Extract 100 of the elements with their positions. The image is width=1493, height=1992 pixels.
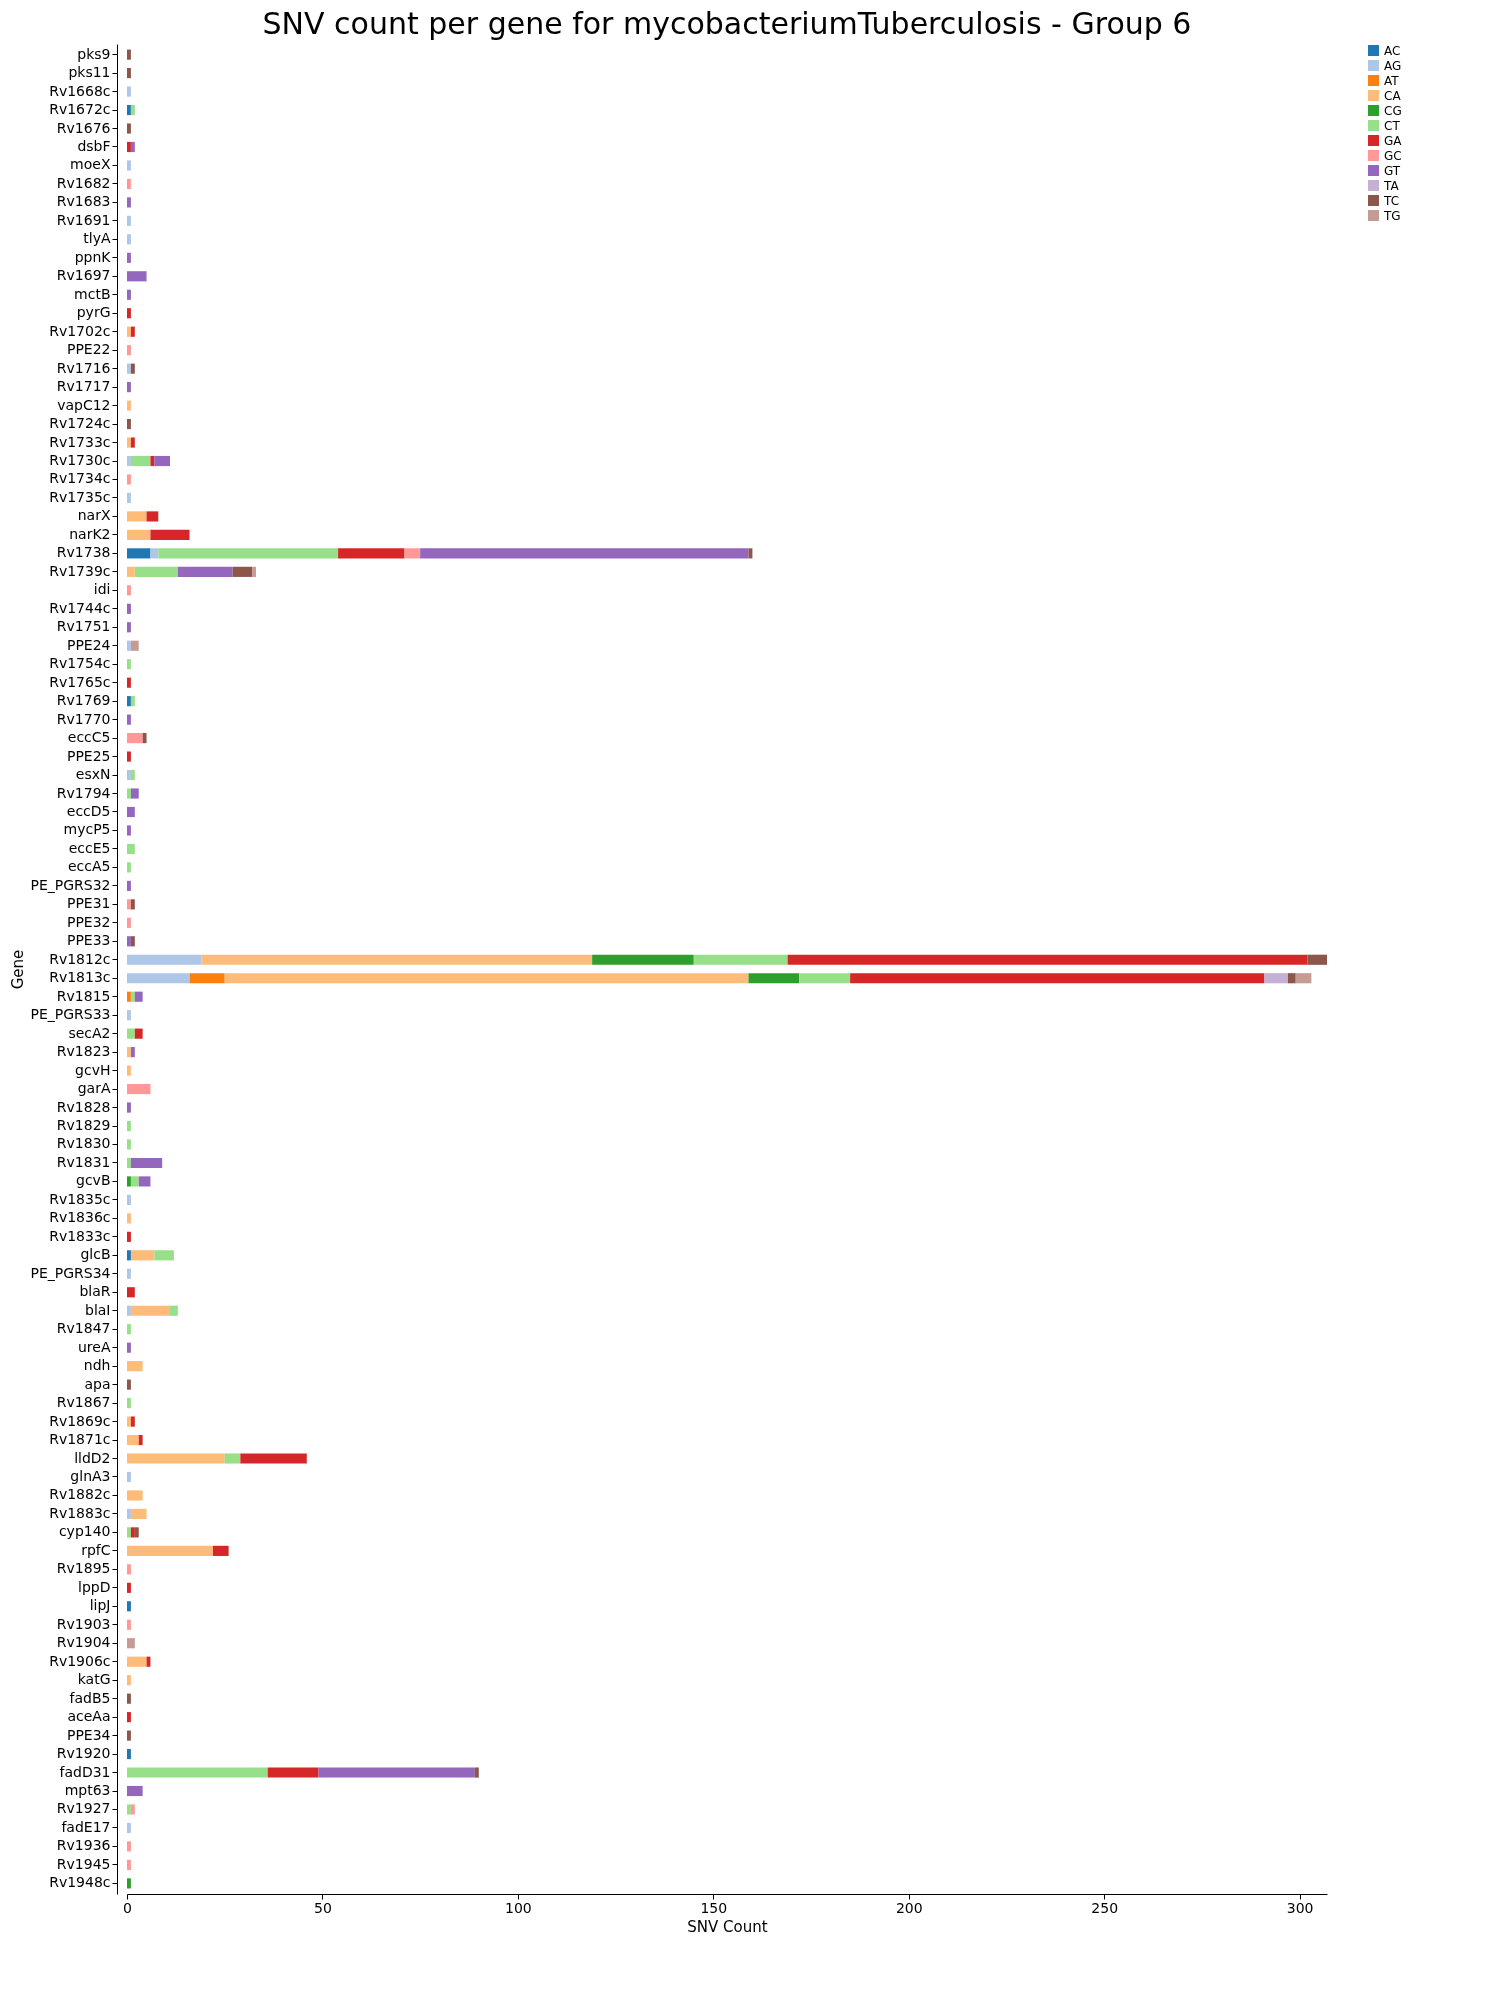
y-tick-label: Rv1815	[56, 987, 111, 1004]
bar	[127, 640, 131, 651]
bar	[127, 1804, 131, 1815]
bar	[130, 899, 135, 910]
bar	[189, 973, 225, 984]
bar	[127, 936, 131, 947]
bar	[224, 1453, 241, 1464]
bar	[127, 400, 131, 411]
y-tick-label: Rv1883c	[49, 1504, 111, 1521]
bar	[130, 1157, 163, 1169]
legend-label: CG	[1384, 103, 1402, 118]
bar	[130, 455, 151, 467]
y-tick-label: Rv1738	[56, 544, 111, 561]
bar	[127, 68, 131, 79]
bar	[127, 677, 131, 688]
bar	[127, 437, 131, 448]
bar	[130, 1047, 135, 1058]
bar	[127, 1693, 131, 1704]
bar	[267, 1767, 319, 1778]
bar	[130, 696, 135, 707]
bar	[127, 104, 131, 116]
bar	[127, 382, 131, 393]
bar	[134, 1527, 139, 1538]
bar	[127, 659, 131, 670]
bar	[127, 1120, 131, 1132]
bar	[134, 991, 143, 1002]
bar	[127, 825, 131, 836]
y-tick-label: lldD2	[74, 1449, 111, 1466]
y-tick-label: blaI	[85, 1301, 111, 1318]
y-tick-label: eccD5	[66, 802, 111, 819]
bar	[748, 973, 800, 984]
y-tick-label: Rv1829	[56, 1117, 111, 1134]
bar	[130, 1250, 155, 1261]
y-tick-label: eccC5	[67, 729, 111, 746]
bar	[127, 548, 151, 559]
bar	[130, 1416, 135, 1427]
y-tick-label: Rv1733c	[49, 433, 111, 450]
bar	[150, 529, 190, 540]
bar	[127, 622, 131, 633]
y-tick-label: Rv1751	[56, 618, 111, 635]
bar	[127, 696, 131, 707]
bar	[127, 1305, 131, 1316]
y-tick-label: cyp140	[58, 1523, 111, 1540]
y-tick-label: Rv1847	[56, 1320, 111, 1337]
bar	[201, 954, 593, 965]
bar	[127, 1490, 143, 1501]
bar	[338, 548, 405, 559]
y-tick-label: Rv1672c	[49, 101, 111, 118]
bar	[130, 1508, 147, 1520]
bar	[127, 1268, 131, 1279]
y-tick-label: garA	[77, 1080, 111, 1097]
bar	[127, 1361, 143, 1372]
x-tick-label: 300	[1286, 1899, 1314, 1916]
x-tick-label: 150	[700, 1899, 728, 1916]
y-tick-label: Rv1691	[56, 211, 111, 228]
y-tick-label: Rv1812c	[49, 950, 111, 967]
bar	[127, 1287, 135, 1298]
y-tick-label: PE_PGRS33	[30, 1006, 111, 1023]
bar	[224, 973, 749, 984]
y-tick-label: fadD31	[59, 1763, 111, 1780]
bar	[127, 418, 131, 430]
bar	[127, 234, 131, 245]
x-axis-title: SNV Count	[687, 1917, 768, 1936]
bar	[127, 714, 131, 725]
y-tick-label: vapC12	[57, 396, 111, 413]
bar	[127, 788, 131, 799]
bar	[127, 271, 147, 282]
legend-label: GA	[1384, 133, 1403, 148]
bar	[127, 308, 131, 319]
y-tick-label: PPE33	[66, 932, 111, 949]
y-tick-label: Rv1734c	[49, 470, 111, 487]
bar	[158, 548, 339, 559]
bar	[592, 954, 694, 965]
y-tick-label: eccE5	[68, 839, 111, 856]
y-tick-label: apa	[84, 1375, 111, 1392]
y-tick-label: lipJ	[89, 1597, 111, 1614]
bar	[1264, 973, 1288, 984]
y-tick-label: Rv1794	[56, 784, 111, 801]
bar	[127, 862, 131, 873]
bar	[127, 1379, 131, 1390]
y-tick-label: Rv1813c	[49, 969, 111, 986]
bar	[127, 769, 131, 781]
legend-label: GC	[1384, 148, 1402, 163]
y-tick-label: Rv1735c	[49, 488, 111, 505]
bar	[252, 566, 256, 577]
y-tick-label: moeX	[70, 156, 111, 173]
y-tick-label: PE_PGRS34	[30, 1264, 111, 1281]
bar	[127, 1213, 131, 1224]
y-tick-label: gcvH	[75, 1061, 111, 1078]
bar	[130, 1804, 135, 1815]
y-tick-label: PPE25	[66, 747, 111, 764]
bar	[130, 437, 135, 448]
bar	[142, 733, 147, 744]
legend-label: AT	[1384, 73, 1400, 88]
y-tick-label: Rv1903	[56, 1615, 111, 1632]
legend-label: GT	[1384, 163, 1401, 178]
bar	[127, 474, 131, 485]
y-tick-label: narX	[77, 507, 111, 524]
bar	[150, 455, 155, 467]
bar	[127, 1176, 131, 1187]
